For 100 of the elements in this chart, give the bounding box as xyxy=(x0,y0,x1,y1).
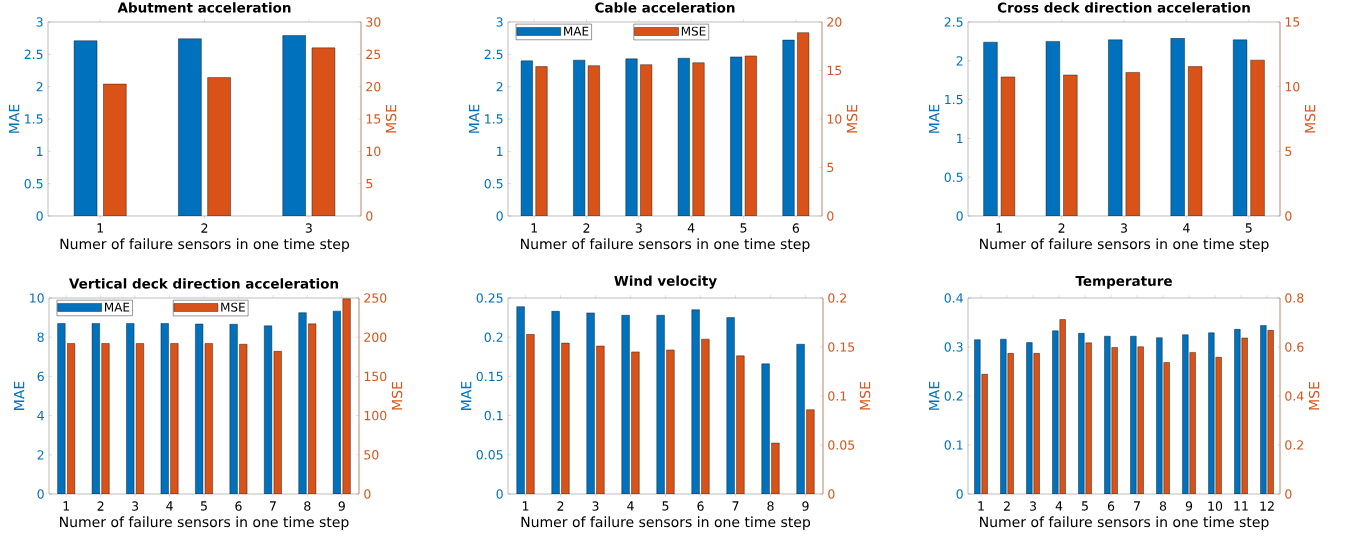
y-tick-label: 10 xyxy=(30,293,44,303)
x-tick-label: 3 xyxy=(1029,501,1036,511)
y-tick-label: 6 xyxy=(37,371,44,382)
y2-tick-label: 0 xyxy=(1285,489,1292,499)
y2-tick-label: 0.2 xyxy=(828,293,846,303)
y-tick-label: 2.5 xyxy=(944,17,963,27)
x-tick-label: 3 xyxy=(1120,223,1127,233)
y2-tick-label: 0.8 xyxy=(1285,293,1304,303)
y2-tick-label: 0 xyxy=(366,211,373,221)
y2-axis-title: MSE xyxy=(1308,381,1320,410)
y-tick-label: 1.5 xyxy=(945,94,963,105)
y2-axis-title: MSE xyxy=(1304,104,1316,133)
x-tick-label: 5 xyxy=(1082,501,1088,511)
y-axis-title: MAE xyxy=(929,104,940,133)
y-tick-label: 0.1 xyxy=(944,440,963,450)
y2-tick-label: 0.1 xyxy=(828,391,847,401)
y-tick-label: 1.5 xyxy=(485,114,503,124)
y-tick-label: 0.4 xyxy=(944,293,963,303)
x-tick-label: 8 xyxy=(767,501,774,511)
y-tick-label: 0.2 xyxy=(944,391,963,401)
legend-label: MSE xyxy=(221,302,245,312)
y-tick-label: 0.3 xyxy=(944,342,963,352)
y-axis-title: MAE xyxy=(13,381,25,410)
y2-tick-label: 5 xyxy=(366,179,373,189)
y-tick-label: 0.5 xyxy=(944,172,963,182)
y2-tick-label: 0 xyxy=(1285,211,1292,221)
y-tick-label: 0 xyxy=(37,489,44,499)
legend-label: MSE xyxy=(681,26,706,36)
x-tick-label: 1 xyxy=(531,223,537,233)
bar xyxy=(1063,74,1078,216)
y-tick-label: 1 xyxy=(497,146,503,156)
y-tick-label: 3 xyxy=(496,17,503,27)
y-tick-label: 1 xyxy=(37,146,43,156)
chart-title: Vertical deck direction acceleration xyxy=(69,278,339,289)
y-tick-label: 4 xyxy=(37,411,44,421)
legend-label: MAE xyxy=(564,26,589,36)
y2-tick-label: 150 xyxy=(364,371,387,382)
y2-tick-label: 10 xyxy=(1285,81,1300,92)
y2-tick-label: 0 xyxy=(364,489,371,499)
y-tick-label: 0.1 xyxy=(484,410,503,421)
y-axis-title: MAE xyxy=(461,381,472,410)
y-tick-label: 0.05 xyxy=(476,450,503,460)
x-tick-label: 7 xyxy=(269,501,276,511)
bar xyxy=(1250,59,1265,216)
y-tick-label: 2 xyxy=(36,82,43,92)
y-tick-label: 2 xyxy=(956,56,963,66)
x-tick-label: 3 xyxy=(132,501,139,511)
y2-tick-label: 20 xyxy=(366,81,381,92)
x-tick-label: 4 xyxy=(1183,223,1190,233)
y-axis-title: MAE xyxy=(469,104,480,133)
x-axis-title: Numer of failure sensors in one time step xyxy=(521,238,810,252)
bar xyxy=(103,83,127,216)
y2-tick-label: 15 xyxy=(1285,17,1300,27)
y2-tick-label: 0 xyxy=(827,211,834,221)
y2-tick-label: 0 xyxy=(828,489,835,499)
y2-tick-label: 50 xyxy=(364,450,379,460)
x-tick-label: 2 xyxy=(557,501,564,511)
x-tick-label: 1 xyxy=(63,501,70,511)
x-tick-label: 4 xyxy=(627,501,634,511)
y-tick-label: 0.5 xyxy=(24,178,43,189)
y-tick-label: 8 xyxy=(37,332,44,342)
y2-tick-label: 0.2 xyxy=(1285,440,1304,450)
x-tick-label: 4 xyxy=(1055,501,1063,511)
x-tick-label: 12 xyxy=(1260,501,1274,511)
chart-title: Temperature xyxy=(1075,276,1172,289)
y-tick-label: 2 xyxy=(496,82,503,92)
x-tick-label: 2 xyxy=(1058,223,1065,233)
x-tick-label: 1 xyxy=(996,223,1003,233)
y-tick-label: 0.15 xyxy=(476,371,503,382)
x-tick-label: 8 xyxy=(1159,501,1167,511)
x-tick-label: 7 xyxy=(1134,501,1140,511)
x-tick-label: 8 xyxy=(304,501,311,511)
x-tick-label: 6 xyxy=(697,501,704,511)
x-tick-label: 10 xyxy=(1208,501,1223,511)
y-tick-label: 1 xyxy=(957,133,963,143)
y2-tick-label: 15 xyxy=(366,114,381,124)
x-tick-label: 4 xyxy=(166,501,173,511)
x-tick-label: 2 xyxy=(201,223,208,233)
y2-tick-label: 100 xyxy=(364,410,387,421)
y2-axis-title: MSE xyxy=(859,381,871,410)
x-tick-label: 5 xyxy=(662,501,669,511)
chart-title: Wind velocity xyxy=(614,275,717,289)
y2-tick-label: 200 xyxy=(364,332,387,342)
legend-label: MAE xyxy=(105,302,130,312)
x-tick-label: 9 xyxy=(338,501,345,511)
x-tick-label: 3 xyxy=(592,501,599,511)
y2-tick-label: 15 xyxy=(827,65,842,76)
x-tick-label: 5 xyxy=(740,223,747,233)
y2-tick-label: 20 xyxy=(827,17,842,27)
y2-axis-title: MSE xyxy=(391,381,403,410)
y-tick-label: 0 xyxy=(956,489,963,499)
y2-axis-title: MSE xyxy=(846,104,858,133)
y2-tick-label: 0.15 xyxy=(828,342,855,352)
x-tick-label: 3 xyxy=(305,223,312,233)
x-tick-label: 3 xyxy=(635,223,642,233)
y-tick-label: 0.25 xyxy=(476,293,503,303)
y-tick-label: 0 xyxy=(496,489,503,499)
x-axis-title: Numer of failure sensors in one time step xyxy=(980,516,1269,530)
x-tick-label: 1 xyxy=(978,501,984,511)
x-tick-label: 1 xyxy=(97,223,103,233)
